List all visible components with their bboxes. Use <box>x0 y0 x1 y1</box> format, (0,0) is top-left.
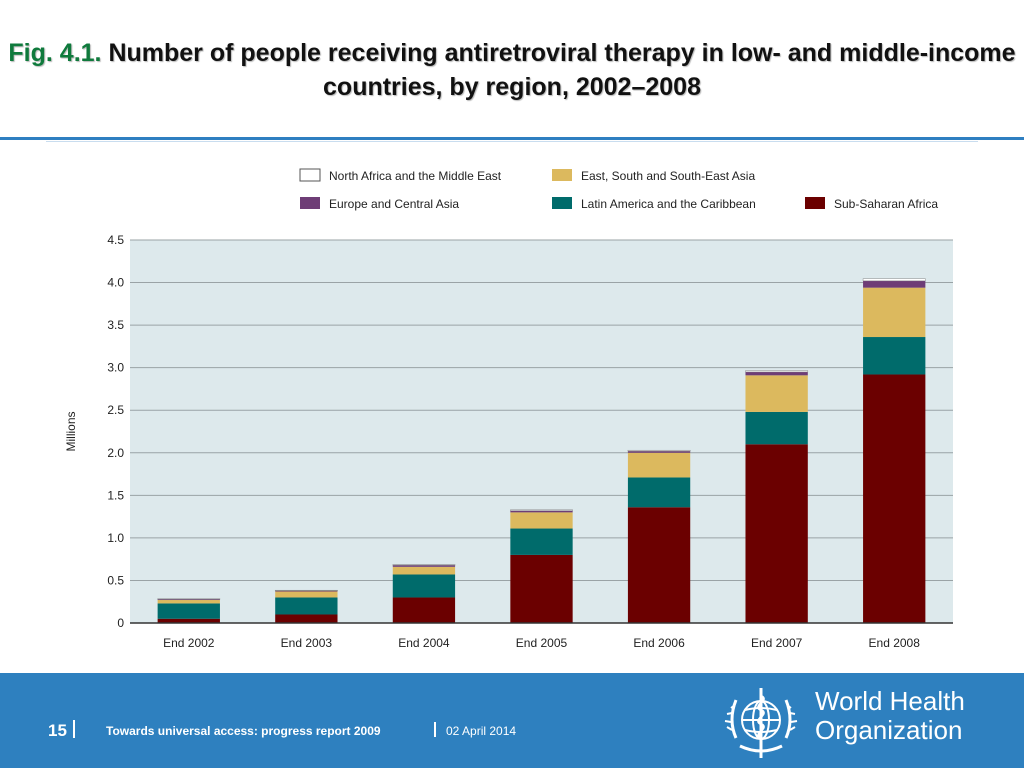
chart-area: North Africa and the Middle East East, So… <box>0 150 1024 670</box>
bar-north-africa-and-the-middle-east <box>862 278 926 282</box>
title-divider-light <box>46 141 978 142</box>
stacked-bar-chart: North Africa and the Middle East East, So… <box>64 168 953 650</box>
bar-east-south-and-south-east-asia <box>392 566 456 575</box>
bar-sub-saharan-africa <box>275 614 338 623</box>
footer-date: 02 April 2014 <box>446 724 517 738</box>
y-tick-label: 4.5 <box>107 233 124 247</box>
y-axis-label: Millions <box>64 411 78 451</box>
bar-europe-and-central-asia <box>863 280 926 288</box>
footer-separator <box>73 720 75 738</box>
axes: 0 0.5 1.0 1.5 2.0 2.5 3.0 3.5 4.0 4.5 Millions End … <box>64 233 953 650</box>
chart-legend: North Africa and the Middle East East, So… <box>299 168 938 211</box>
report-title: Towards universal access: progress repor… <box>106 724 381 738</box>
x-tick-label: End 2004 <box>398 636 450 650</box>
legend-swatch-sub-saharan-africa <box>805 197 825 209</box>
figure-title: Number of people receiving antiretrovira… <box>108 39 1016 101</box>
y-tick-label: 2.5 <box>107 403 124 417</box>
y-tick-label: 3.5 <box>107 318 124 332</box>
y-tick-label: 2.0 <box>107 446 124 460</box>
y-tick-label: 4.0 <box>107 276 124 290</box>
bar-latin-america-and-the-caribbean <box>157 603 220 619</box>
x-tick-label: End 2003 <box>281 636 333 650</box>
bar-sub-saharan-africa <box>157 618 220 623</box>
bar-latin-america-and-the-caribbean <box>392 574 456 598</box>
organization-name: World Health Organization <box>815 687 965 745</box>
footer-bar: 15 Towards universal access: progress re… <box>0 673 1024 768</box>
figure-label: Fig. 4.1. <box>8 39 102 67</box>
bar-latin-america-and-the-caribbean <box>745 411 808 445</box>
bar-north-africa-and-the-middle-east <box>745 370 809 373</box>
legend-swatch-europe-and-central-asia <box>300 197 320 209</box>
who-emblem-icon <box>724 688 798 758</box>
bar-east-south-and-south-east-asia <box>510 512 573 529</box>
bar-europe-and-central-asia <box>392 565 456 567</box>
y-tick-label: 0 <box>117 616 124 630</box>
bar-sub-saharan-africa <box>510 554 573 623</box>
bar-europe-and-central-asia <box>157 599 220 601</box>
legend-label-europe-and-central-asia: Europe and Central Asia <box>329 197 459 211</box>
legend-swatch-latin-america-and-the-caribbean <box>552 197 572 209</box>
bar-sub-saharan-africa <box>392 597 456 623</box>
legend-label-east-south-and-south-east-asia: East, South and South-East Asia <box>581 169 755 183</box>
bar-latin-america-and-the-caribbean <box>275 597 338 615</box>
x-tick-label: End 2005 <box>516 636 568 650</box>
y-tick-label: 3.0 <box>107 361 124 375</box>
bar-europe-and-central-asia <box>510 510 573 513</box>
bar-latin-america-and-the-caribbean <box>863 337 926 375</box>
bar-latin-america-and-the-caribbean <box>627 477 691 508</box>
x-tick-label: End 2002 <box>163 636 215 650</box>
bar-europe-and-central-asia <box>745 371 808 376</box>
bar-europe-and-central-asia <box>627 451 691 453</box>
bar-east-south-and-south-east-asia <box>157 600 220 604</box>
bar-north-africa-and-the-middle-east <box>274 589 338 591</box>
bar-north-africa-and-the-middle-east <box>392 564 456 566</box>
legend-swatch-north-africa-and-the-middle-east <box>299 168 321 182</box>
y-tick-label: 1.0 <box>107 531 124 545</box>
bar-latin-america-and-the-caribbean <box>510 528 573 555</box>
legend-label-north-africa-and-the-middle-east: North Africa and the Middle East <box>329 169 502 183</box>
legend-label-sub-saharan-africa: Sub-Saharan Africa <box>834 197 938 211</box>
page-number: 15 <box>48 721 67 740</box>
bar-north-africa-and-the-middle-east <box>627 449 691 452</box>
x-tick-label: End 2008 <box>869 636 921 650</box>
slide-title: Fig. 4.1. Number of people receiving ant… <box>0 36 1024 104</box>
footer-separator <box>434 722 436 737</box>
bar-north-africa-and-the-middle-east <box>510 509 573 511</box>
bar-sub-saharan-africa <box>863 374 926 623</box>
organization-name-line2: Organization <box>815 715 963 745</box>
bar-europe-and-central-asia <box>275 590 338 592</box>
bar-east-south-and-south-east-asia <box>275 591 338 598</box>
bar-east-south-and-south-east-asia <box>863 287 926 338</box>
bars <box>157 278 926 623</box>
x-tick-label: End 2006 <box>633 636 685 650</box>
legend-label-latin-america-and-the-caribbean: Latin America and the Caribbean <box>581 197 756 211</box>
x-tick-label: End 2007 <box>751 636 803 650</box>
bar-east-south-and-south-east-asia <box>745 375 808 412</box>
bar-sub-saharan-africa <box>627 507 691 623</box>
organization-name-line1: World Health <box>815 686 965 716</box>
title-divider <box>0 137 1024 140</box>
y-tick-label: 0.5 <box>107 573 124 587</box>
legend-swatch-east-south-and-south-east-asia <box>552 169 572 181</box>
bar-east-south-and-south-east-asia <box>627 452 691 478</box>
bar-north-africa-and-the-middle-east <box>157 598 221 600</box>
y-tick-label: 1.5 <box>107 488 124 502</box>
bar-sub-saharan-africa <box>745 444 808 623</box>
